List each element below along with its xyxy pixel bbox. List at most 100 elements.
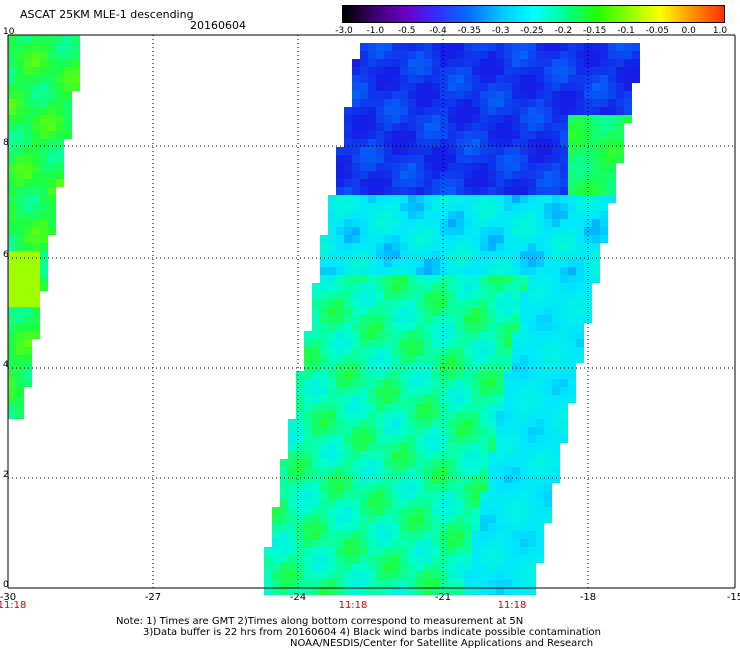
- swath-cell: [368, 491, 376, 499]
- swath-cell: [384, 227, 392, 235]
- swath-cell: [496, 91, 504, 99]
- swath-cell: [464, 171, 472, 179]
- swath-cell: [504, 259, 512, 267]
- swath-cell: [24, 75, 32, 83]
- swath-cell: [592, 139, 600, 147]
- swath-cell: [376, 267, 384, 275]
- swath-cell: [416, 171, 424, 179]
- swath-cell: [416, 227, 424, 235]
- swath-cell: [544, 171, 552, 179]
- swath-cell: [336, 219, 344, 227]
- swath-cell: [448, 139, 456, 147]
- swath-cell: [360, 531, 368, 539]
- swath-cell: [560, 83, 568, 91]
- swath-cell: [432, 267, 440, 275]
- swath-cell: [376, 211, 384, 219]
- swath-cell: [424, 499, 432, 507]
- swath-cell: [344, 491, 352, 499]
- swath-cell: [528, 459, 536, 467]
- swath-cell: [384, 355, 392, 363]
- swath-cell: [544, 491, 552, 499]
- swath-cell: [512, 291, 520, 299]
- swath-cell: [496, 75, 504, 83]
- swath-cell: [592, 51, 600, 59]
- swath-cell: [64, 59, 72, 67]
- swath-cell: [560, 283, 568, 291]
- swath-cell: [472, 355, 480, 363]
- swath-cell: [384, 267, 392, 275]
- swath-cell: [528, 315, 536, 323]
- swath-cell: [424, 363, 432, 371]
- swath-cell: [448, 75, 456, 83]
- swath-cell: [592, 131, 600, 139]
- swath-cell: [528, 147, 536, 155]
- swath-cell: [464, 323, 472, 331]
- swath-cell: [360, 83, 368, 91]
- swath-cell: [288, 587, 296, 595]
- swath-cell: [440, 443, 448, 451]
- swath-cell: [480, 355, 488, 363]
- swath-cell: [328, 275, 336, 283]
- swath-cell: [488, 579, 496, 587]
- swath-cell: [344, 451, 352, 459]
- swath-cell: [392, 515, 400, 523]
- swath-cell: [32, 299, 40, 307]
- swath-cell: [448, 83, 456, 91]
- swath-cell: [528, 363, 536, 371]
- swath-cell: [384, 147, 392, 155]
- swath-cell: [480, 195, 488, 203]
- swath-cell: [456, 531, 464, 539]
- swath-cell: [464, 83, 472, 91]
- swath-cell: [528, 579, 536, 587]
- swath-cell: [424, 331, 432, 339]
- swath-cell: [56, 163, 64, 171]
- swath-cell: [472, 475, 480, 483]
- swath-cell: [432, 163, 440, 171]
- swath-cell: [456, 179, 464, 187]
- map-title: ASCAT 25KM MLE-1 descending: [20, 8, 194, 21]
- swath-cell: [448, 579, 456, 587]
- swath-cell: [312, 419, 320, 427]
- swath-cell: [528, 435, 536, 443]
- swath-cell: [568, 323, 576, 331]
- swath-cell: [480, 491, 488, 499]
- swath-cell: [40, 251, 48, 259]
- swath-cell: [552, 155, 560, 163]
- swath-cell: [512, 171, 520, 179]
- swath-cell: [448, 171, 456, 179]
- swath-cell: [576, 163, 584, 171]
- swath-cell: [448, 195, 456, 203]
- swath-cell: [496, 67, 504, 75]
- swath-cell: [8, 347, 16, 355]
- swath-cell: [424, 211, 432, 219]
- swath-cell: [480, 331, 488, 339]
- swath-cell: [512, 227, 520, 235]
- swath-cell: [328, 227, 336, 235]
- swath-cell: [288, 531, 296, 539]
- swath-cell: [400, 587, 408, 595]
- swath-cell: [544, 339, 552, 347]
- swath-cell: [416, 331, 424, 339]
- swath-cell: [528, 259, 536, 267]
- swath-cell: [456, 539, 464, 547]
- swath-cell: [408, 99, 416, 107]
- swath-cell: [8, 379, 16, 387]
- swath-cell: [456, 299, 464, 307]
- note-line-3: NOAA/NESDIS/Center for Satellite Applica…: [290, 638, 594, 649]
- swath-cell: [400, 283, 408, 291]
- swath-cell: [512, 179, 520, 187]
- swath-cell: [328, 435, 336, 443]
- swath-cell: [304, 515, 312, 523]
- swath-cell: [616, 131, 624, 139]
- swath-cell: [536, 251, 544, 259]
- swath-cell: [432, 515, 440, 523]
- swath-cell: [400, 579, 408, 587]
- swath-cell: [608, 51, 616, 59]
- swath-cell: [456, 579, 464, 587]
- swath-cell: [416, 99, 424, 107]
- swath-cell: [432, 475, 440, 483]
- swath-cell: [520, 387, 528, 395]
- swath-cell: [320, 331, 328, 339]
- swath-cell: [512, 75, 520, 83]
- swath-cell: [440, 403, 448, 411]
